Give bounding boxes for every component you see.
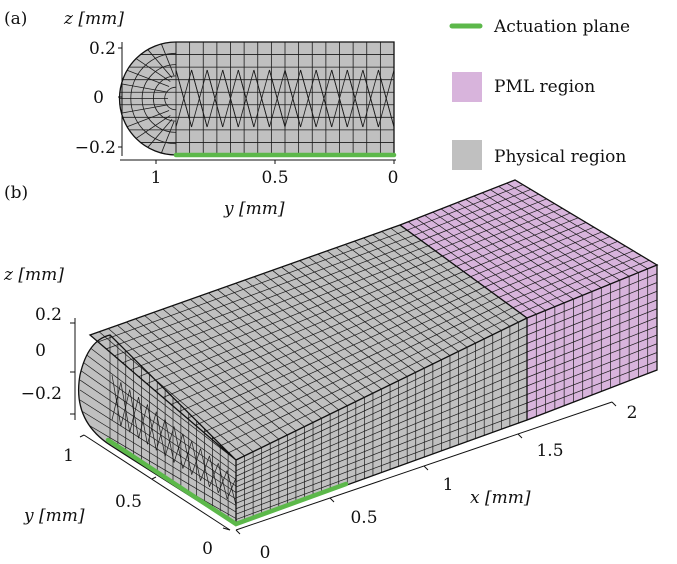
panel-a-z-tick-label: 0.2 (89, 39, 116, 59)
panel-a-y-tick-label: 0 (388, 168, 399, 188)
legend: Actuation plane PML region Physical regi… (449, 17, 630, 170)
panel-b-x-axis: 0 0.5 1 1.5 2 x [mm] (235, 401, 638, 563)
panel-a-y-axis-label: y [mm] (223, 199, 285, 219)
panel-b-y-axis-label: y [mm] (23, 506, 85, 526)
panel-a-tag: (a) (4, 9, 27, 29)
panel-b-x-tick-label: 0 (260, 543, 271, 563)
panel-a-mesh (119, 42, 394, 155)
legend-pml-label: PML region (494, 77, 595, 97)
panel-a-y-axis: 1 0.5 0 y [mm] (120, 159, 399, 219)
panel-b-actuation-line (105, 437, 349, 527)
panel-b-z-axis: z [mm] 0.2 0 −0.2 (3, 265, 76, 420)
panel-a: (a) z [mm] 0.2 0 −0.2 1 0.5 0 y [ (4, 9, 398, 219)
panel-a-z-tick-label: 0 (93, 88, 104, 108)
legend-actuation-label: Actuation plane (493, 17, 630, 37)
panel-a-z-axis-label: z [mm] (63, 9, 124, 29)
panel-b-y-tick-label: 1 (63, 446, 74, 466)
panel-a-y-tick-label: 0.5 (261, 168, 288, 188)
panel-b-x-tick-label: 2 (627, 403, 638, 423)
panel-a-z-tick-label: −0.2 (75, 138, 116, 158)
panel-b-front-mesh (79, 335, 236, 525)
panel-a-outline (118, 41, 395, 156)
panel-b-y-axis: 1 0.5 0 y [mm] (23, 434, 231, 559)
legend-physical-swatch (452, 140, 482, 170)
panel-a-physical-fill (119, 42, 394, 155)
panel-b-z-axis-label: z [mm] (3, 265, 64, 285)
panel-b-x-axis-label: x [mm] (470, 488, 531, 508)
panel-b-y-tick-label: 0.5 (115, 492, 142, 512)
panel-b: (b) z [mm] 0.2 0 −0.2 (3, 179, 659, 563)
panel-b-x-tick-label: 1.5 (536, 441, 563, 461)
panel-b-outline (77, 179, 659, 527)
panel-a-cross-section (118, 41, 397, 158)
panel-b-top-physical-face (90, 225, 527, 460)
legend-pml-swatch (452, 72, 482, 102)
panel-b-z-tick-label: −0.2 (21, 384, 62, 404)
panel-b-x-tick-label: 0.5 (350, 508, 377, 528)
legend-physical-label: Physical region (494, 147, 626, 167)
panel-b-3d-mesh (77, 179, 659, 527)
panel-b-tag: (b) (4, 183, 28, 203)
panel-a-y-tick-label: 1 (151, 168, 162, 188)
panel-b-z-tick-label: 0.2 (35, 305, 62, 325)
panel-b-z-tick-label: 0 (35, 341, 46, 361)
panel-b-y-tick-label: 0 (202, 539, 213, 559)
panel-a-z-axis: 0.2 0 −0.2 (75, 39, 123, 158)
panel-b-x-tick-label: 1 (443, 475, 454, 495)
